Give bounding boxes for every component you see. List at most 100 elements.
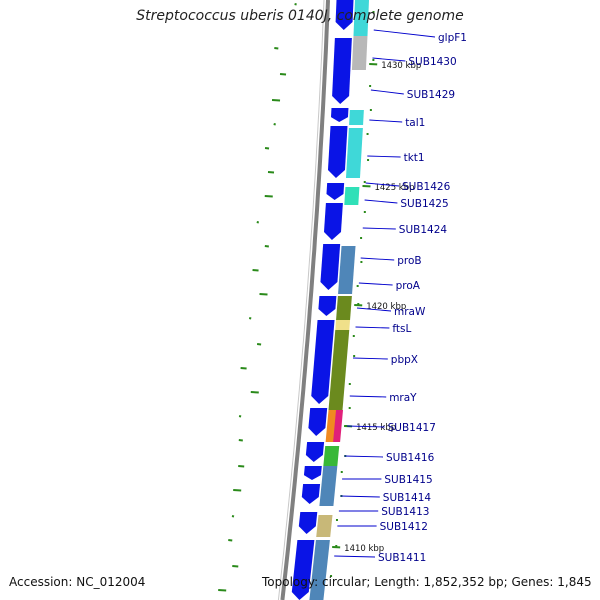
gene-label-sub1413[interactable]: SUB1413	[381, 506, 429, 518]
cog-block	[328, 330, 350, 410]
gene-label-mray[interactable]: mraY	[389, 392, 417, 404]
gene-label-sub1425[interactable]: SUB1425	[400, 198, 448, 210]
cog-block	[338, 246, 356, 294]
backbone-ring	[280, 0, 330, 600]
gene-label-sub1414[interactable]: SUB1414	[383, 492, 432, 504]
gene-label-sub1411[interactable]: SUB1411	[378, 552, 426, 564]
gene-label-sub1412[interactable]: SUB1412	[380, 521, 428, 533]
gc-tick	[271, 99, 281, 102]
gene-label-tkt1[interactable]: tkt1	[404, 152, 425, 164]
cds-arrow	[318, 296, 337, 316]
gene-leader-line	[360, 257, 395, 261]
gc-tick	[259, 293, 268, 296]
cds-arrow	[320, 244, 341, 290]
gene-label-sub1415[interactable]: SUB1415	[384, 474, 432, 486]
cds-arrow	[327, 126, 348, 178]
gene-leader-line	[355, 326, 390, 329]
cog-block	[319, 466, 338, 506]
gc-tick	[248, 317, 252, 320]
position-label: 1430 kbp	[381, 61, 421, 71]
gc-tick	[238, 415, 242, 418]
gene-leader-line	[356, 307, 392, 312]
cds-arrow	[335, 0, 354, 30]
cog-block	[345, 128, 363, 178]
cog-block	[323, 446, 340, 466]
gc-tick	[294, 3, 297, 6]
position-label: 1415 kbp	[356, 423, 396, 433]
genome-stats-text: Topology: circular; Length: 1,852,352 bp…	[262, 575, 592, 589]
gc-tick	[250, 391, 259, 394]
cds-arrow	[303, 466, 322, 480]
position-markers: 1430 kbp 1425 kbp 1420 kbp 1415 kbp 1410 kbp	[332, 61, 421, 554]
cog-block	[336, 296, 352, 320]
gene-label-mraw[interactable]: mraW	[394, 306, 426, 318]
cog-block	[349, 110, 364, 125]
cog-block	[316, 515, 333, 537]
cds-arrow	[308, 408, 328, 436]
cog-block	[325, 410, 337, 442]
gene-label-pbpx[interactable]: pbpX	[391, 354, 418, 366]
backbone-ring-inner	[277, 0, 325, 600]
gene-leader-line	[344, 455, 384, 458]
gene-leader-line	[362, 227, 396, 230]
gene-label-sub1416[interactable]: SUB1416	[386, 452, 435, 464]
cog-block	[309, 540, 330, 600]
gc-tick	[238, 465, 245, 468]
gene-leader-line	[358, 282, 393, 286]
gc-tick	[279, 73, 287, 76]
gene-label-sub1417[interactable]: SUB1417	[388, 422, 436, 434]
gene-leader-line	[364, 199, 398, 204]
cog-block	[333, 410, 344, 442]
gene-leader-line	[352, 357, 388, 360]
cds-arrow	[291, 540, 315, 600]
gc-tick	[264, 245, 269, 248]
gene-leader-line	[365, 182, 400, 187]
cds-arrow	[330, 108, 349, 122]
gene-label-glpf1[interactable]: glpF1	[438, 32, 467, 44]
cds-arrow	[332, 38, 352, 104]
position-label: 1425 kbp	[374, 183, 414, 193]
cog-track	[309, 0, 369, 600]
gc-tick	[252, 269, 259, 272]
gene-leader-line	[347, 425, 385, 428]
gene-label-sub1426[interactable]: SUB1426	[402, 181, 451, 193]
gc-tick	[256, 221, 260, 224]
gc-tick	[267, 171, 275, 174]
gene-label-sub1429[interactable]: SUB1429	[407, 89, 455, 101]
gene-leader-line	[373, 29, 436, 38]
gc-tick	[228, 539, 233, 542]
accession-text: Accession: NC_012004	[9, 575, 146, 589]
gc-tick	[264, 147, 270, 150]
gc-tick	[274, 47, 279, 50]
gene-label-tal1[interactable]: tal1	[405, 117, 425, 129]
gene-label-sub1424[interactable]: SUB1424	[399, 224, 448, 236]
gene-labels: glpF1 SUB1430 SUB1429 tal1 tkt1 SUB1426 SUB142…	[334, 29, 467, 564]
cds-arrow	[326, 183, 345, 200]
cog-block	[335, 320, 351, 330]
gene-label-sub1430[interactable]: SUB1430	[408, 56, 456, 68]
cds-arrow	[323, 203, 343, 240]
cds-arrow	[301, 484, 321, 504]
gc-tick	[273, 123, 276, 126]
position-label: 1410 kbp	[344, 544, 384, 554]
genome-title: Streptococcus uberis 0140J, complete gen…	[136, 8, 464, 24]
gene-label-proa[interactable]: proA	[396, 280, 421, 292]
gene-leader-line	[369, 119, 403, 123]
backbone	[277, 0, 330, 600]
gene-leader-line	[334, 555, 376, 558]
cog-block	[351, 36, 368, 70]
gc-tick	[238, 439, 243, 442]
gc-tick	[233, 489, 242, 492]
gene-leader-line	[367, 155, 401, 158]
position-label: 1420 kbp	[366, 302, 406, 312]
gc-tick	[218, 589, 227, 592]
gene-leader-line	[372, 57, 406, 62]
gc-tick	[232, 565, 239, 568]
gene-label-prob[interactable]: proB	[397, 255, 421, 267]
cds-arrow	[298, 512, 318, 534]
gene-label-ftsl[interactable]: ftsL	[392, 323, 411, 335]
gc-skew-ticks	[218, 3, 375, 592]
cog-block	[344, 187, 360, 205]
